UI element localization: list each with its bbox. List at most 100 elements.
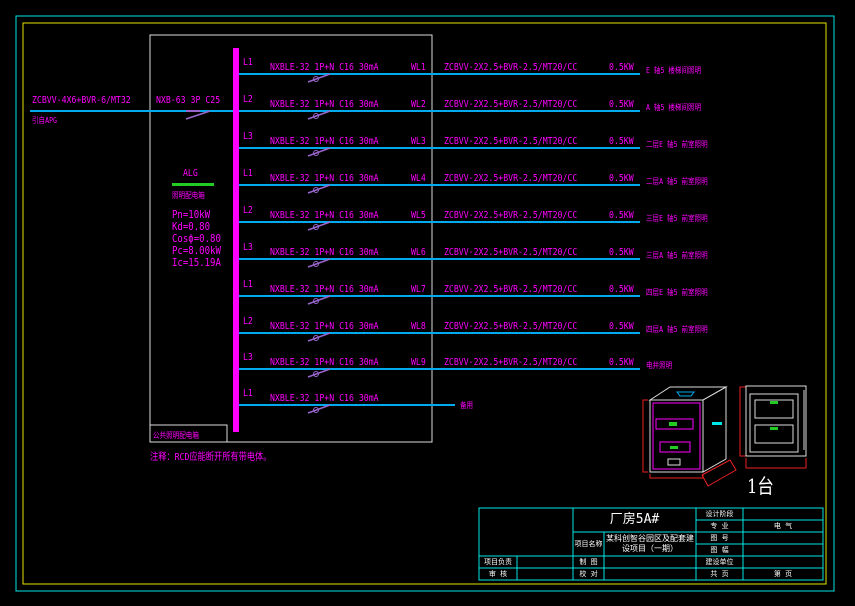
rcd-breaker-symbol: [307, 110, 331, 120]
discipline: 电 气: [773, 522, 793, 530]
circuit-desc: 四层E 轴5 前室照明: [646, 288, 708, 297]
circuit-id: WL5: [411, 210, 426, 221]
rcd-symbol: [313, 224, 319, 230]
incoming-source: 引自APG: [32, 116, 57, 125]
circuit-cable: ZCBVV-2X2.5+BVR-2.5/MT20/CC: [444, 136, 578, 147]
drawing-title: 厂房5A#: [609, 512, 660, 527]
circuit-phase: L3: [243, 131, 253, 142]
rcd-symbol: [313, 335, 319, 341]
circuit-cable: ZCBVV-2X2.5+BVR-2.5/MT20/CC: [444, 357, 578, 368]
circuit-power: 0.5KW: [609, 357, 634, 368]
project-manager: 项目负责: [484, 558, 512, 566]
circuit-desc: 备用: [460, 401, 474, 410]
panel-box-label: 公共照明配电箱: [153, 431, 199, 440]
rcd-symbol: [313, 113, 319, 119]
circuit-breaker: NXBLE-32 1P+N C16 30mA: [270, 357, 379, 368]
rcd-breaker-symbol: [307, 295, 331, 305]
title-block-lines: [478, 507, 824, 581]
incoming-cable: ZCBVV-4X6+BVR-6/MT32: [32, 95, 131, 106]
rcd-symbol: [313, 371, 319, 377]
circuit-id: WL8: [411, 321, 426, 332]
rcd-breaker-symbol: [307, 184, 331, 194]
project-label: 项目名称: [574, 540, 603, 548]
rcd-breaker-symbol: [307, 147, 331, 157]
review: 审 核: [488, 570, 508, 578]
circuit-phase: L3: [243, 242, 253, 253]
circuit-desc: E 轴5 楼梯间照明: [646, 66, 702, 75]
main-breaker-symbol: [185, 110, 211, 120]
circuit-desc: 四层A 轴5 前室照明: [646, 325, 708, 334]
rcd-breaker-symbol: [307, 332, 331, 342]
drawing-size: 图 幅: [710, 546, 729, 554]
panel-label-box: [149, 424, 228, 443]
cabinet-qty: 1台: [747, 474, 774, 498]
circuit-power: 0.5KW: [609, 136, 634, 147]
circuit-breaker: NXBLE-32 1P+N C16 30mA: [270, 173, 379, 184]
cabinet-inner-view: [745, 385, 807, 457]
page-no: 第 页: [773, 570, 793, 578]
circuit-id: WL7: [411, 284, 426, 295]
circuit-cable: ZCBVV-2X2.5+BVR-2.5/MT20/CC: [444, 62, 578, 73]
circuit-power: 0.5KW: [609, 321, 634, 332]
circuit-cable: ZCBVV-2X2.5+BVR-2.5/MT20/CC: [444, 247, 578, 258]
rcd-symbol: [313, 150, 319, 156]
circuit-breaker: NXBLE-32 1P+N C16 30mA: [270, 210, 379, 221]
project-name: 某科创智谷园区及配套建设项目（一期）: [606, 534, 694, 553]
total-pages: 共 页: [710, 570, 729, 578]
rcd-symbol: [313, 187, 319, 193]
circuit-breaker: NXBLE-32 1P+N C16 30mA: [270, 321, 379, 332]
circuit-id: WL4: [411, 173, 426, 184]
circuit-desc: 三层A 轴5 前室照明: [646, 251, 708, 260]
circuit-phase: L1: [243, 388, 253, 399]
kd: Kd=0.80: [172, 220, 211, 233]
circuit-breaker: NXBLE-32 1P+N C16 30mA: [270, 136, 379, 147]
circuit-power: 0.5KW: [609, 284, 634, 295]
circuit-phase: L1: [243, 279, 253, 290]
client: 建设单位: [705, 558, 734, 566]
circuit-cable: ZCBVV-2X2.5+BVR-2.5/MT20/CC: [444, 284, 578, 295]
inner-frame: [22, 22, 827, 585]
drawn-by: 制 图: [579, 558, 598, 566]
panel-name: ALG: [183, 168, 198, 179]
circuit-cable: ZCBVV-2X2.5+BVR-2.5/MT20/CC: [444, 210, 578, 221]
busbar: [233, 48, 239, 432]
circuit-power: 0.5KW: [609, 99, 634, 110]
circuit-breaker: NXBLE-32 1P+N C16 30mA: [270, 62, 379, 73]
circuit-power: 0.5KW: [609, 210, 634, 221]
circuit-phase: L2: [243, 94, 253, 105]
rcd-breaker-symbol: [307, 221, 331, 231]
panel-type: 照明配电箱: [172, 191, 205, 200]
note: 注释：RCD应能断开所有带电体。: [150, 452, 272, 463]
circuit-id: WL3: [411, 136, 426, 147]
circuit-desc: 二层E 轴5 前室照明: [646, 140, 708, 149]
rcd-breaker-symbol: [307, 258, 331, 268]
circuit-id: WL2: [411, 99, 426, 110]
circuit-desc: 电井照明: [646, 361, 673, 370]
circuit-breaker: NXBLE-32 1P+N C16 30mA: [270, 99, 379, 110]
circuit-breaker: NXBLE-32 1P+N C16 30mA: [270, 284, 379, 295]
pn: Pn=10kW: [172, 208, 211, 221]
rcd-symbol: [313, 76, 319, 82]
panel-box: [149, 34, 433, 443]
circuit-power: 0.5KW: [609, 173, 634, 184]
circuit-phase: L1: [243, 57, 253, 68]
circuit-desc: 二层A 轴5 前室照明: [646, 177, 708, 186]
rcd-breaker-symbol: [307, 404, 331, 414]
design-stage: 设计阶段: [705, 510, 734, 518]
rcd-symbol: [313, 261, 319, 267]
rcd-breaker-symbol: [307, 368, 331, 378]
pc: Pc=8.00kW: [172, 244, 221, 257]
circuit-id: WL1: [411, 62, 426, 73]
circuit-cable: ZCBVV-2X2.5+BVR-2.5/MT20/CC: [444, 99, 578, 110]
circuit-id: WL9: [411, 357, 426, 368]
rcd-symbol: [313, 407, 319, 413]
circuit-breaker: NXBLE-32 1P+N C16 30mA: [270, 247, 379, 258]
drawing-no: 图 号: [710, 534, 729, 542]
circuit-power: 0.5KW: [609, 247, 634, 258]
circuit-breaker: NXBLE-32 1P+N C16 30mA: [270, 393, 379, 404]
circuit-id: WL6: [411, 247, 426, 258]
circuit-phase: L2: [243, 316, 253, 327]
outer-frame: [15, 15, 835, 592]
main-breaker: NXB-63 3P C25: [156, 95, 221, 106]
